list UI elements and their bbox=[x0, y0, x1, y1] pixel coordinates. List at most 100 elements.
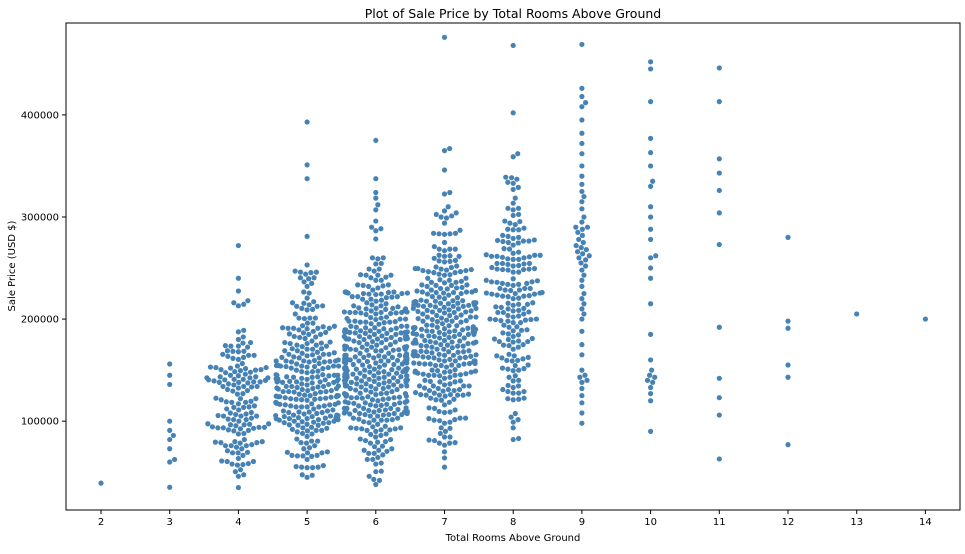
data-point bbox=[254, 440, 260, 446]
data-point bbox=[388, 405, 394, 412]
data-point bbox=[315, 464, 321, 470]
data-point bbox=[424, 322, 430, 328]
data-point bbox=[287, 340, 293, 347]
data-point bbox=[312, 391, 318, 397]
data-point bbox=[506, 246, 513, 252]
data-point bbox=[451, 396, 457, 402]
data-point bbox=[504, 357, 510, 364]
data-point bbox=[515, 344, 521, 350]
data-point bbox=[230, 355, 236, 361]
data-point bbox=[288, 365, 294, 371]
data-point bbox=[167, 381, 173, 388]
data-point bbox=[291, 354, 297, 360]
data-point bbox=[236, 407, 242, 413]
data-point bbox=[437, 285, 444, 292]
data-point bbox=[304, 421, 310, 427]
data-point bbox=[524, 327, 530, 333]
data-point bbox=[302, 392, 308, 398]
data-point bbox=[517, 218, 523, 225]
data-point bbox=[515, 357, 521, 364]
data-point bbox=[293, 379, 300, 385]
data-point bbox=[578, 245, 584, 251]
data-point bbox=[500, 386, 506, 393]
data-point bbox=[447, 356, 453, 363]
data-point bbox=[369, 224, 375, 230]
data-point bbox=[373, 207, 379, 213]
data-point bbox=[648, 236, 654, 243]
data-point bbox=[515, 240, 521, 246]
data-point bbox=[489, 264, 495, 271]
data-point bbox=[309, 431, 315, 437]
data-point bbox=[510, 154, 516, 160]
data-point bbox=[434, 368, 441, 374]
data-point bbox=[521, 395, 527, 401]
data-point bbox=[579, 379, 585, 385]
data-point bbox=[437, 379, 443, 385]
data-point bbox=[461, 383, 467, 389]
data-point bbox=[395, 378, 401, 384]
data-point bbox=[304, 382, 310, 388]
data-point bbox=[505, 306, 511, 312]
data-point bbox=[517, 320, 524, 326]
data-point bbox=[429, 367, 435, 373]
data-point bbox=[282, 348, 288, 354]
data-point bbox=[304, 433, 310, 440]
data-point bbox=[576, 255, 582, 261]
data-point bbox=[505, 267, 511, 273]
data-point bbox=[309, 374, 315, 380]
data-point bbox=[315, 368, 321, 374]
data-point bbox=[251, 352, 257, 358]
data-point bbox=[378, 291, 384, 297]
data-point bbox=[378, 391, 384, 397]
data-point bbox=[362, 411, 368, 418]
data-point bbox=[443, 267, 450, 273]
data-point bbox=[357, 350, 363, 356]
data-point bbox=[353, 347, 359, 353]
data-point bbox=[454, 263, 460, 269]
data-point bbox=[167, 484, 173, 490]
data-point bbox=[380, 396, 386, 402]
data-point bbox=[450, 289, 457, 296]
data-point bbox=[366, 334, 373, 340]
data-point bbox=[292, 311, 298, 317]
data-point bbox=[235, 455, 241, 462]
data-point bbox=[378, 417, 384, 423]
data-point bbox=[256, 424, 262, 430]
data-point bbox=[289, 426, 295, 432]
data-point bbox=[533, 316, 539, 322]
data-point bbox=[386, 371, 392, 377]
data-point bbox=[431, 437, 438, 444]
data-point bbox=[460, 392, 466, 398]
data-point bbox=[522, 317, 529, 323]
data-point bbox=[465, 391, 472, 397]
data-point bbox=[441, 220, 448, 226]
data-point bbox=[327, 339, 333, 345]
data-point bbox=[364, 341, 370, 347]
data-point bbox=[212, 439, 218, 445]
data-point bbox=[510, 200, 516, 206]
data-point bbox=[441, 442, 448, 448]
data-point bbox=[245, 298, 251, 304]
data-point bbox=[509, 358, 515, 364]
data-point bbox=[315, 384, 321, 390]
data-point bbox=[389, 417, 395, 423]
data-point bbox=[648, 135, 654, 141]
data-point bbox=[229, 399, 235, 405]
data-point bbox=[520, 238, 527, 244]
data-point bbox=[579, 219, 585, 225]
data-point bbox=[510, 308, 516, 314]
data-point bbox=[515, 383, 522, 389]
data-point bbox=[280, 325, 286, 331]
data-point bbox=[648, 398, 654, 404]
data-point bbox=[521, 255, 527, 261]
data-point bbox=[320, 366, 326, 372]
data-point bbox=[463, 267, 469, 274]
data-point bbox=[318, 346, 325, 352]
data-point bbox=[319, 450, 325, 456]
data-point bbox=[300, 425, 306, 431]
data-point bbox=[369, 338, 376, 345]
data-point bbox=[483, 252, 489, 258]
data-point bbox=[437, 430, 443, 437]
data-point bbox=[458, 290, 464, 297]
data-point bbox=[580, 251, 586, 257]
